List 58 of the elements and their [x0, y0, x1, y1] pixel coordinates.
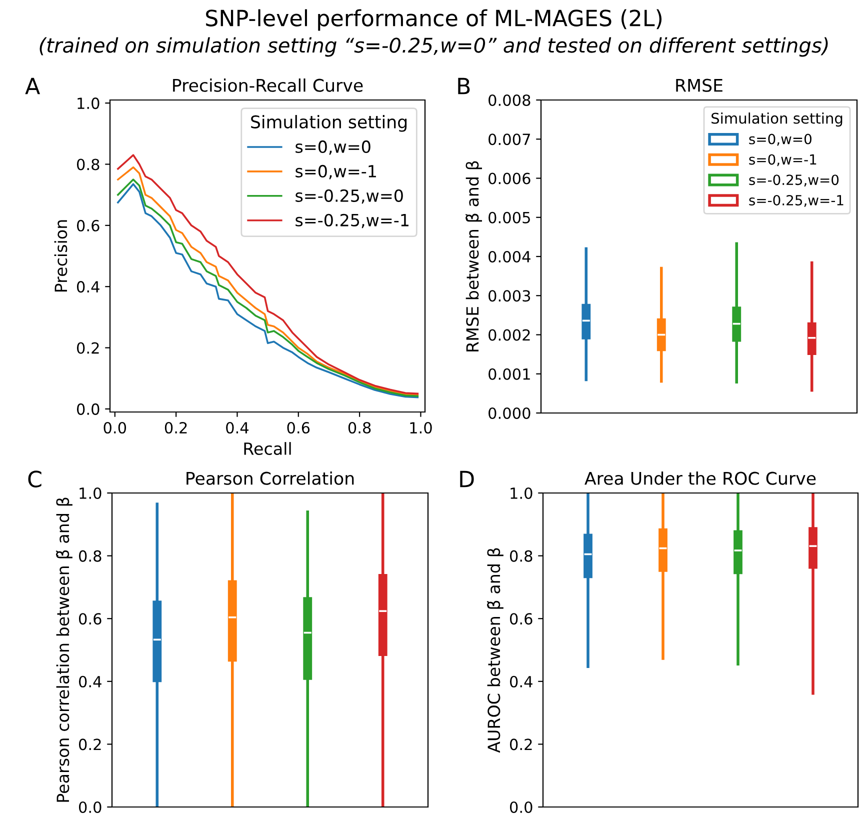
- y-tick-label: 0.2: [78, 738, 101, 750]
- y-axis-title: RMSE between β̃ and β: [466, 161, 482, 352]
- text: D: [460, 470, 474, 488]
- x-axis-title: Recall: [244, 442, 291, 455]
- x-tick-label: 0.4: [226, 422, 249, 434]
- y-tick-label: 0.2: [510, 738, 532, 750]
- legend-title: Simulation setting: [712, 112, 842, 127]
- y-tick-label: 0.8: [78, 550, 102, 562]
- text: B: [458, 78, 470, 94]
- y-tick-label: 0.004: [488, 250, 530, 263]
- y-tick-label: 0.006: [488, 172, 530, 184]
- y-tick-label: 0.6: [510, 613, 532, 625]
- x-tick-label: 0.0: [104, 422, 126, 434]
- x-tick-label: 0.6: [287, 422, 310, 434]
- y-tick-label: 1.0: [510, 487, 532, 500]
- y-axis-title: Pearson correlation between β̃ and β: [56, 498, 72, 802]
- y-tick-label: 0.003: [488, 290, 530, 302]
- x-tick-label: 0.8: [348, 422, 371, 434]
- x-tick-label: 0.2: [164, 422, 187, 434]
- y-tick-label: 0.4: [78, 676, 102, 688]
- chart-title: Pearson Correlation: [186, 471, 354, 485]
- legend-label: s=-0.25,w=0: [296, 189, 403, 204]
- text: A: [25, 78, 40, 94]
- legend-label: s=0,w=0: [296, 140, 370, 155]
- y-axis-title: AUROC between β̃ and β: [487, 548, 504, 753]
- text: SNP-level performance of ML-MAGES (2L): [206, 9, 662, 31]
- text: C: [28, 470, 42, 488]
- x-tick-label: 1.0: [410, 422, 432, 434]
- y-tick-label: 0.007: [488, 134, 530, 146]
- chart-title: RMSE: [676, 78, 722, 92]
- y-tick-label: 0.6: [76, 220, 100, 232]
- y-tick-label: 0.0: [510, 801, 532, 814]
- y-tick-label: 0.8: [76, 158, 100, 170]
- y-tick-label: 1.0: [80, 487, 102, 500]
- y-tick-label: 0.4: [510, 676, 532, 688]
- y-tick-label: 0.000: [488, 407, 530, 420]
- y-tick-label: 0.0: [76, 403, 100, 415]
- y-tick-label: 0.6: [78, 613, 102, 625]
- legend-label: s=-0.25,w=0: [749, 174, 839, 186]
- y-tick-label: 0.4: [76, 281, 100, 293]
- y-tick-label: 0.008: [488, 94, 530, 106]
- y-tick-label: 0.0: [78, 801, 102, 814]
- y-tick-label: 0.005: [488, 212, 530, 224]
- legend-label: s=0,w=-1: [296, 164, 376, 180]
- legend-label: s=0,w=0: [749, 134, 812, 146]
- y-axis-title: Precision: [54, 220, 68, 292]
- legend-label: s=-0.25,w=-1: [749, 194, 844, 207]
- text: (trained on simulation setting “s=-0.25,w=0” and tested on different settings): [40, 37, 828, 57]
- y-tick-label: 0.002: [488, 329, 530, 341]
- chart-title: Precision-Recall Curve: [173, 78, 363, 92]
- legend-label: s=-0.25,w=-1: [296, 214, 408, 228]
- legend-title: Simulation setting: [251, 115, 407, 132]
- y-tick-label: 0.001: [488, 368, 530, 380]
- y-tick-label: 0.2: [76, 342, 99, 354]
- y-tick-label: 0.8: [510, 550, 532, 562]
- legend-label: s=0,w=-1: [749, 154, 816, 166]
- y-tick-label: 1.0: [78, 98, 100, 110]
- chart-title: Area Under the ROC Curve: [584, 471, 816, 485]
